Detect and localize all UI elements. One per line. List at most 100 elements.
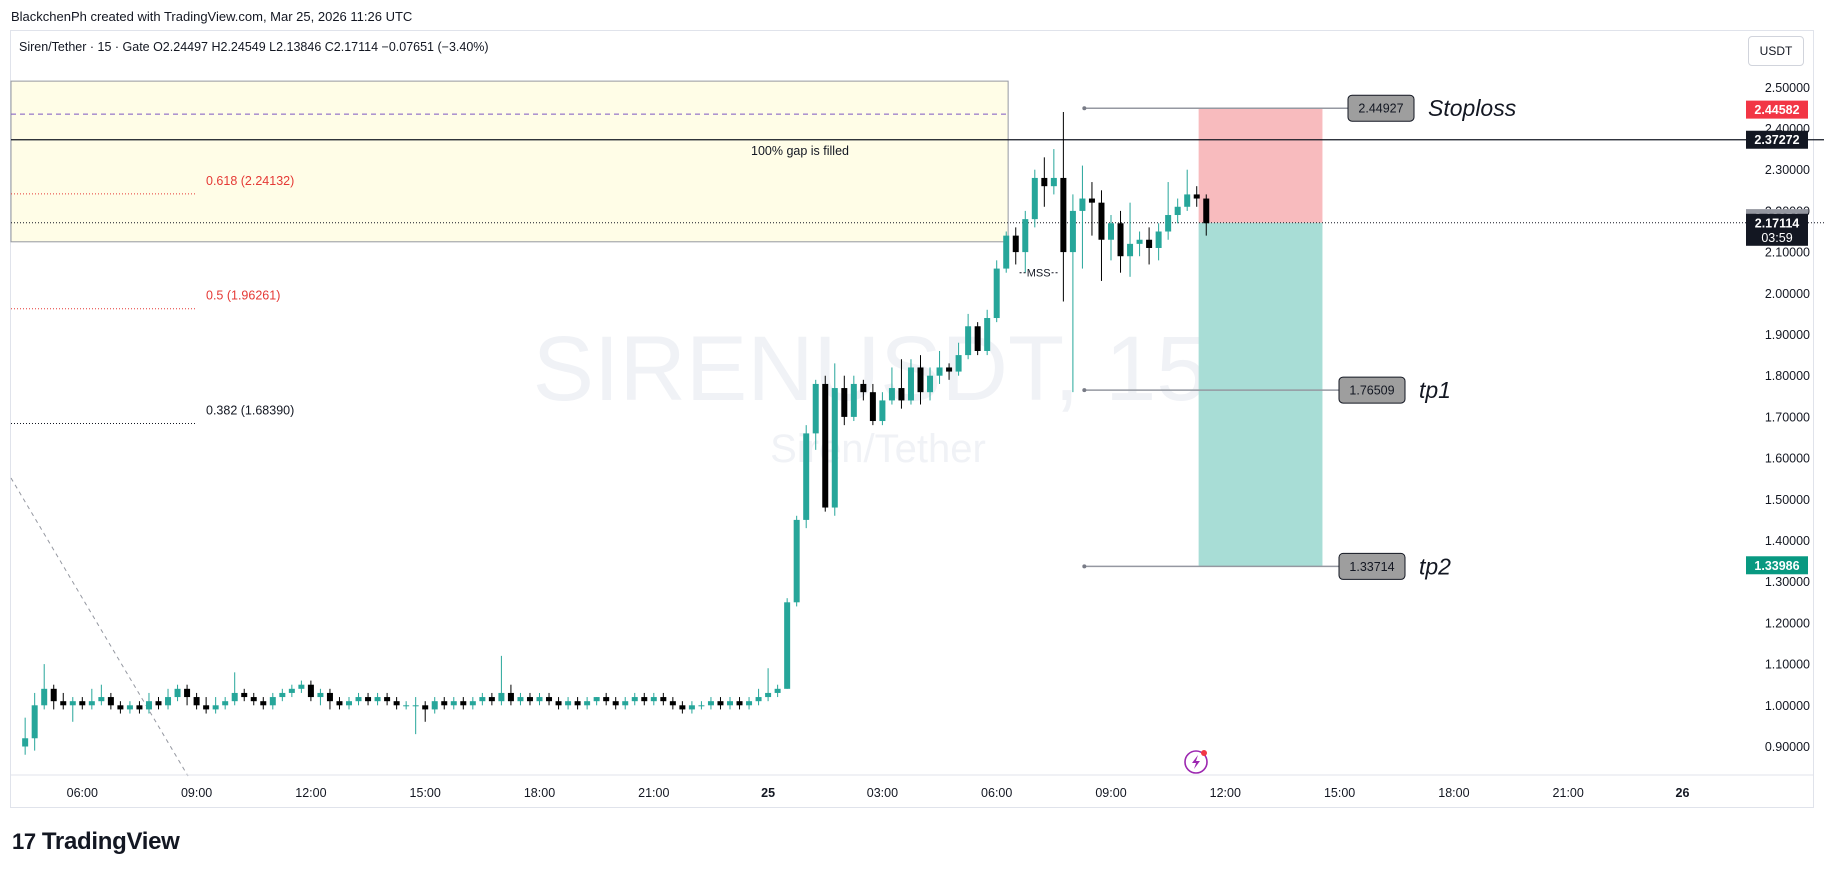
candle-body[interactable] [993,268,1000,319]
candle-body[interactable] [584,701,591,706]
candle-body[interactable] [231,692,238,702]
candle-body[interactable] [384,697,391,702]
candle-body[interactable] [107,697,114,706]
candle-body[interactable] [269,697,276,706]
candle-body[interactable] [698,705,705,707]
candle-body[interactable] [650,697,657,702]
candle-body[interactable] [326,692,333,702]
candle-body[interactable] [98,697,105,702]
candle-body[interactable] [869,392,876,422]
candle-body[interactable] [917,367,924,393]
candle-body[interactable] [1136,239,1143,244]
candle-body[interactable] [174,688,181,698]
candle-body[interactable] [746,701,753,706]
tp2-line-anchor[interactable] [1082,564,1087,569]
candle-body[interactable] [288,688,295,693]
tp1-line-anchor[interactable] [1082,388,1087,393]
candle-body[interactable] [669,701,676,706]
candle-body[interactable] [1060,177,1067,253]
candle-body[interactable] [136,705,143,710]
candle-body[interactable] [517,697,524,702]
candle-body[interactable] [260,701,267,706]
candle-body[interactable] [784,602,791,689]
candle-body[interactable] [317,692,324,698]
candle-body[interactable] [1022,219,1029,253]
candle-body[interactable] [422,705,429,710]
candle-body[interactable] [250,697,257,702]
candle-body[interactable] [536,697,543,702]
candle-body[interactable] [879,400,886,422]
candle-body[interactable] [222,701,229,706]
candle-body[interactable] [593,697,600,702]
candle-body[interactable] [793,519,800,603]
candle-body[interactable] [831,388,838,508]
tp1-price-box[interactable] [1338,376,1406,404]
candle-body[interactable] [612,701,619,706]
candle-body[interactable] [679,705,686,710]
candle-body[interactable] [145,701,152,710]
candle-body[interactable] [688,705,695,710]
candle-body[interactable] [431,701,438,710]
tp2-price-box[interactable] [1338,552,1406,580]
candle-body[interactable] [526,697,533,702]
candle-body[interactable] [1165,215,1172,232]
candle-body[interactable] [984,318,991,351]
candle-body[interactable] [460,701,467,706]
stoploss-line-anchor[interactable] [1082,106,1087,111]
candle-body[interactable] [898,388,905,401]
candle-body[interactable] [31,705,38,739]
candle-body[interactable] [298,684,305,689]
candle-body[interactable] [393,701,400,706]
trend-line[interactable] [10,477,189,777]
candle-body[interactable] [860,383,867,393]
candle-body[interactable] [507,692,514,702]
candle-body[interactable] [1146,239,1153,248]
candle-body[interactable] [736,701,743,706]
candle-body[interactable] [755,697,762,702]
candle-body[interactable] [403,705,410,707]
candle-body[interactable] [717,701,724,706]
candle-body[interactable] [479,697,486,702]
candle-body[interactable] [707,701,714,706]
candle-body[interactable] [946,367,953,372]
candle-body[interactable] [1127,243,1134,257]
candle-body[interactable] [631,697,638,702]
candle-body[interactable] [1203,198,1210,224]
candle-body[interactable] [1069,210,1076,253]
candle-body[interactable] [165,697,172,706]
candle-body[interactable] [1003,235,1010,269]
candle-body[interactable] [193,697,200,706]
price-tag[interactable] [1746,213,1808,246]
price-tag[interactable] [1746,556,1808,575]
candle-body[interactable] [565,701,572,706]
candle-body[interactable] [355,697,362,702]
candle-body[interactable] [850,383,857,417]
lightning-icon[interactable] [1184,750,1208,774]
candle-body[interactable] [888,388,895,401]
candle-body[interactable] [1079,198,1086,211]
candle-body[interactable] [117,705,124,710]
candle-body[interactable] [450,701,457,706]
candle-body[interactable] [974,326,981,351]
candle-body[interactable] [365,697,372,702]
candle-body[interactable] [1031,177,1038,220]
candle-body[interactable] [307,684,314,698]
candle-body[interactable] [1050,177,1057,187]
candle-body[interactable] [603,697,610,702]
candle-body[interactable] [50,688,57,702]
candle-body[interactable] [155,701,162,706]
take-profit-zone[interactable] [1198,222,1323,567]
candle-body[interactable] [1193,194,1200,199]
candle-body[interactable] [907,367,914,401]
candle-body[interactable] [1012,235,1019,253]
candle-body[interactable] [184,688,191,698]
candle-body[interactable] [812,383,819,434]
candle-body[interactable] [69,701,76,706]
candle-body[interactable] [488,697,495,702]
candle-body[interactable] [574,701,581,706]
candle-body[interactable] [641,697,648,702]
candle-body[interactable] [88,701,95,706]
tradingview-logo[interactable]: 17 TradingView [12,828,180,856]
price-tag[interactable] [1746,100,1808,119]
candle-body[interactable] [126,705,133,710]
